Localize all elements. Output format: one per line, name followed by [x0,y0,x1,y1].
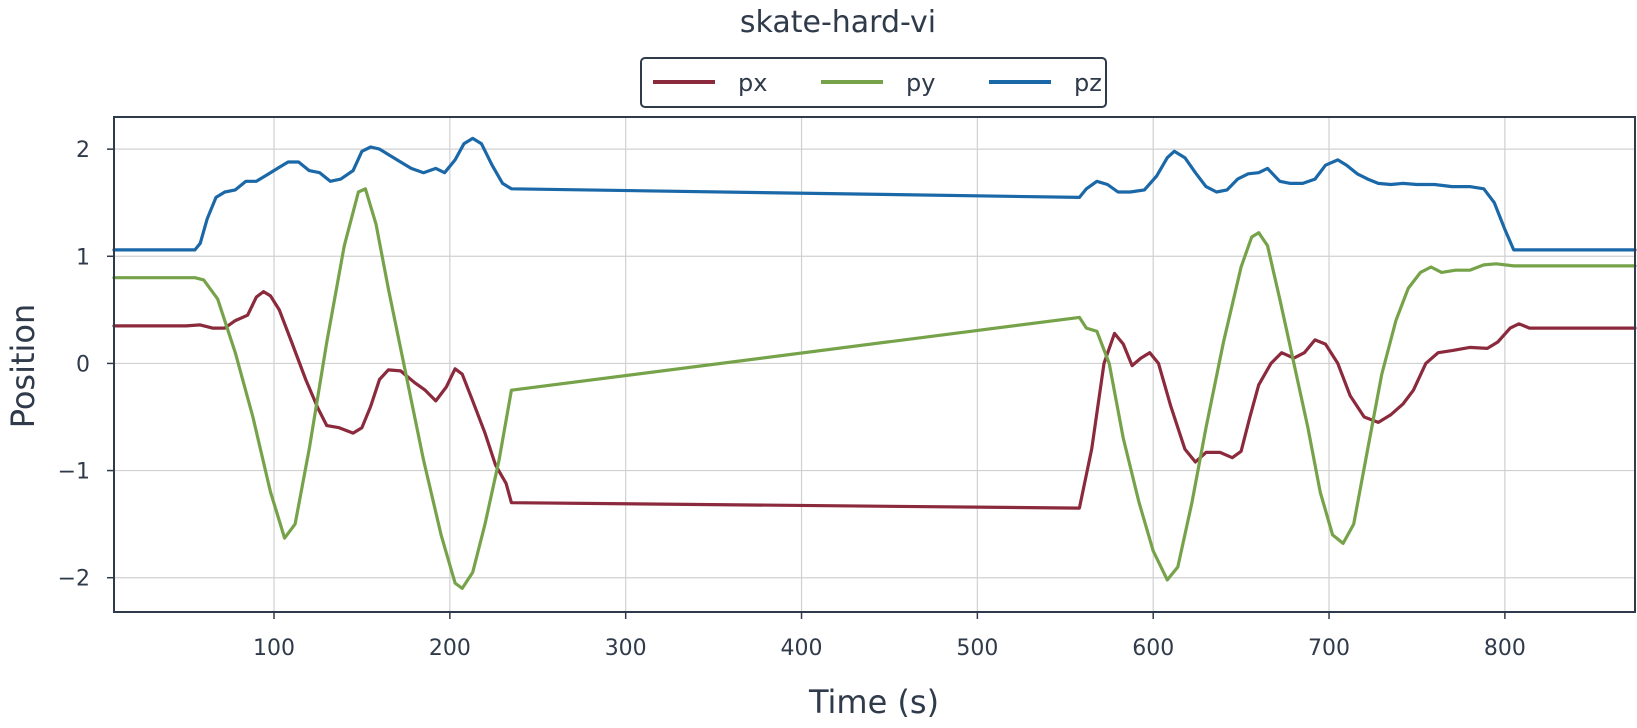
x-axis-label: Time (s) [808,683,939,721]
x-tick-label: 700 [1308,636,1350,661]
series-layer [112,136,1637,590]
series-line-px [112,290,1637,510]
legend: px py pz [640,57,1107,108]
chart-title: skate-hard-vi [740,5,936,40]
plot-frame [113,116,1636,613]
x-tick-label: 500 [956,636,998,661]
legend-label-px: px [738,69,767,97]
y-tick-label: 0 [76,352,90,377]
x-tick-label: 800 [1484,636,1526,661]
y-tick-label: −2 [58,567,90,592]
series-line-py [112,187,1637,590]
x-tick-label: 600 [1132,636,1174,661]
legend-label-pz: pz [1074,69,1102,97]
y-axis-ticks: −2 −1 0 1 2 [58,138,114,592]
x-tick-label: 200 [429,636,471,661]
legend-label-py: py [906,69,935,97]
series-line-pz [112,136,1637,252]
y-tick-label: 1 [76,245,90,270]
y-axis-label: Position [4,304,42,429]
x-tick-label: 100 [253,636,295,661]
y-tick-label: −1 [58,460,90,485]
grid-lines [114,117,1635,612]
x-tick-label: 300 [605,636,647,661]
y-tick-label: 2 [76,138,90,163]
x-axis-ticks: 100 200 300 400 500 600 700 800 [253,612,1526,661]
x-tick-label: 400 [781,636,823,661]
